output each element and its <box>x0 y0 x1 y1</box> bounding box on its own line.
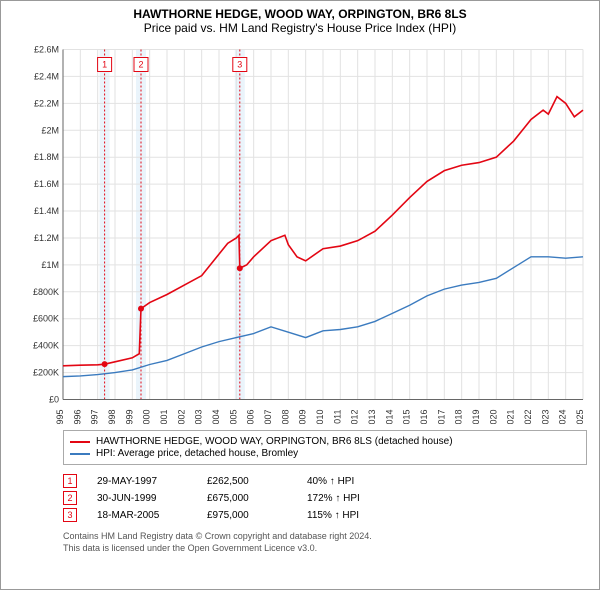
svg-text:1995: 1995 <box>55 410 65 425</box>
svg-text:£400K: £400K <box>33 341 59 351</box>
transaction-row: 2 30-JUN-1999 £675,000 172% ↑ HPI <box>63 491 587 505</box>
transaction-date: 30-JUN-1999 <box>97 493 187 504</box>
svg-text:2016: 2016 <box>419 410 429 425</box>
svg-text:1: 1 <box>102 60 107 70</box>
transaction-pct: 40% ↑ HPI <box>307 476 397 487</box>
svg-text:2024: 2024 <box>558 410 568 425</box>
svg-text:2022: 2022 <box>523 410 533 425</box>
svg-text:£2M: £2M <box>41 125 59 135</box>
legend-label-property: HAWTHORNE HEDGE, WOOD WAY, ORPINGTON, BR… <box>96 436 453 447</box>
svg-text:2004: 2004 <box>211 410 221 425</box>
chart-container: HAWTHORNE HEDGE, WOOD WAY, ORPINGTON, BR… <box>0 0 600 590</box>
transaction-date: 18-MAR-2005 <box>97 510 187 521</box>
svg-text:2008: 2008 <box>280 410 290 425</box>
svg-text:2001: 2001 <box>159 410 169 425</box>
footer-line1: Contains HM Land Registry data © Crown c… <box>63 531 587 543</box>
legend-row-property: HAWTHORNE HEDGE, WOOD WAY, ORPINGTON, BR… <box>70 436 580 447</box>
svg-text:£1.6M: £1.6M <box>34 179 59 189</box>
transaction-row: 3 18-MAR-2005 £975,000 115% ↑ HPI <box>63 508 587 522</box>
svg-text:£2.6M: £2.6M <box>34 45 59 55</box>
svg-text:2010: 2010 <box>315 410 325 425</box>
svg-text:2020: 2020 <box>488 410 498 425</box>
chart-title: HAWTHORNE HEDGE, WOOD WAY, ORPINGTON, BR… <box>7 7 593 21</box>
transaction-table: 1 29-MAY-1997 £262,500 40% ↑ HPI 2 30-JUN-199… <box>63 471 587 525</box>
svg-text:1997: 1997 <box>90 410 100 425</box>
transaction-price: £262,500 <box>207 476 287 487</box>
svg-text:2021: 2021 <box>506 409 516 424</box>
transaction-row: 1 29-MAY-1997 £262,500 40% ↑ HPI <box>63 474 587 488</box>
svg-text:1999: 1999 <box>124 410 134 425</box>
line-chart: £0 £200K £400K £600K £800K £1M £1.2M £1.4M £1.6M… <box>7 39 593 424</box>
svg-text:2015: 2015 <box>402 410 412 425</box>
titles: HAWTHORNE HEDGE, WOOD WAY, ORPINGTON, BR… <box>7 7 593 35</box>
svg-text:£1M: £1M <box>41 260 59 270</box>
svg-text:2000: 2000 <box>142 410 152 425</box>
transaction-marker: 3 <box>63 508 77 522</box>
svg-text:£2.2M: £2.2M <box>34 98 59 108</box>
svg-text:2011: 2011 <box>332 410 342 425</box>
legend-label-hpi: HPI: Average price, detached house, Brom… <box>96 448 298 459</box>
svg-text:2013: 2013 <box>367 410 377 425</box>
transaction-date: 29-MAY-1997 <box>97 476 187 487</box>
svg-text:2012: 2012 <box>350 410 360 425</box>
legend-swatch-property <box>70 441 90 443</box>
svg-text:1998: 1998 <box>107 410 117 425</box>
svg-text:£600K: £600K <box>33 314 59 324</box>
svg-text:2025: 2025 <box>575 410 585 425</box>
chart-area: £0 £200K £400K £600K £800K £1M £1.2M £1.4M £1.6M… <box>7 39 593 424</box>
svg-text:3: 3 <box>237 60 242 70</box>
svg-text:1996: 1996 <box>72 410 82 425</box>
svg-text:2005: 2005 <box>228 410 238 425</box>
svg-text:2007: 2007 <box>263 410 273 425</box>
svg-text:2: 2 <box>138 60 143 70</box>
svg-text:2009: 2009 <box>298 410 308 425</box>
svg-text:£2.4M: £2.4M <box>34 71 59 81</box>
footer: Contains HM Land Registry data © Crown c… <box>63 531 587 554</box>
svg-text:2019: 2019 <box>471 410 481 425</box>
svg-text:£0: £0 <box>49 395 59 405</box>
svg-text:2003: 2003 <box>194 410 204 425</box>
legend-row-hpi: HPI: Average price, detached house, Brom… <box>70 448 580 459</box>
transaction-price: £675,000 <box>207 493 287 504</box>
svg-text:2023: 2023 <box>540 410 550 425</box>
transaction-price: £975,000 <box>207 510 287 521</box>
transaction-pct: 172% ↑ HPI <box>307 493 397 504</box>
svg-text:£1.8M: £1.8M <box>34 152 59 162</box>
svg-text:2018: 2018 <box>454 410 464 425</box>
svg-text:2017: 2017 <box>436 410 446 425</box>
svg-text:£800K: £800K <box>33 287 59 297</box>
transaction-marker: 1 <box>63 474 77 488</box>
svg-text:2002: 2002 <box>176 410 186 425</box>
transaction-marker: 2 <box>63 491 77 505</box>
svg-text:£1.2M: £1.2M <box>34 233 59 243</box>
svg-text:2006: 2006 <box>246 410 256 425</box>
svg-text:£1.4M: £1.4M <box>34 206 59 216</box>
svg-text:2014: 2014 <box>384 410 394 425</box>
legend: HAWTHORNE HEDGE, WOOD WAY, ORPINGTON, BR… <box>63 430 587 465</box>
transaction-pct: 115% ↑ HPI <box>307 510 397 521</box>
footer-line2: This data is licensed under the Open Gov… <box>63 543 587 555</box>
chart-subtitle: Price paid vs. HM Land Registry's House … <box>7 21 593 35</box>
svg-text:£200K: £200K <box>33 368 59 378</box>
legend-swatch-hpi <box>70 453 90 455</box>
